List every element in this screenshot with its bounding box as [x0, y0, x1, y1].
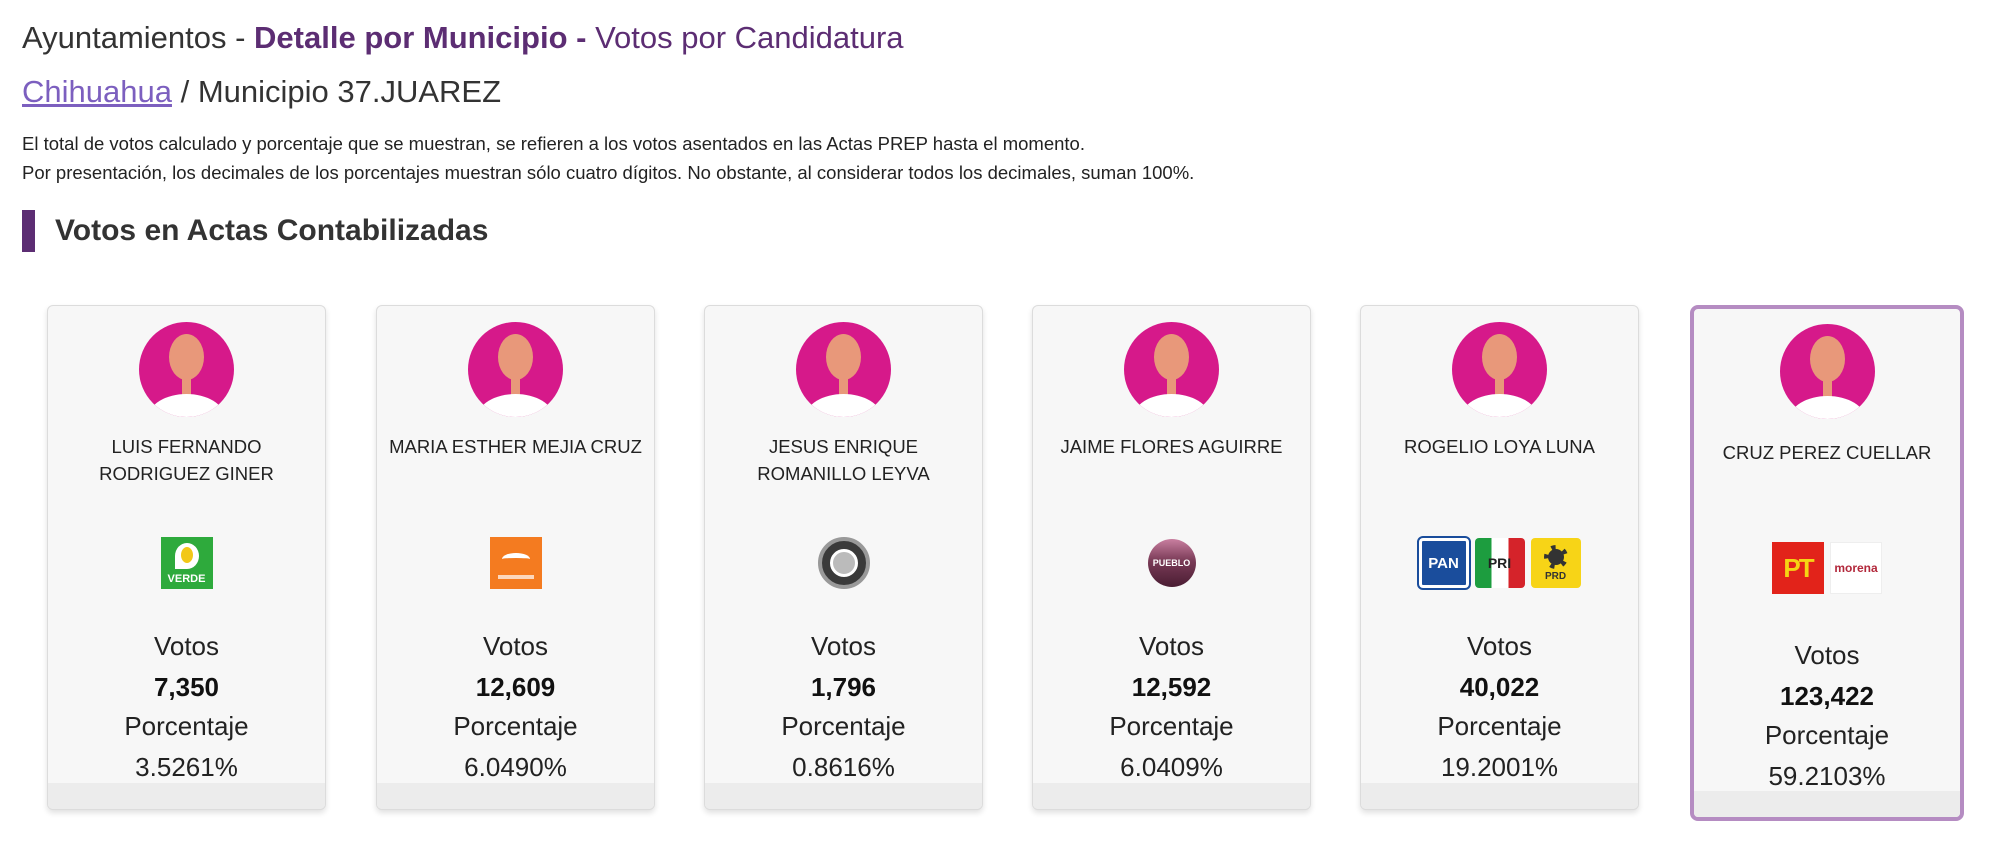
section-header: Votos en Actas Contabilizadas	[22, 210, 488, 252]
votes-label: Votos	[1466, 631, 1533, 661]
candidate-avatar-icon	[468, 322, 563, 417]
verde-party-logo-icon: VERDE	[160, 537, 213, 589]
candidate-name: CRUZ PEREZ CUELLAR	[1722, 442, 1932, 463]
candidate-avatar-icon	[1779, 324, 1875, 419]
party-logos: PT morena	[1694, 541, 1960, 595]
percentage-label: Porcentaje	[1109, 711, 1234, 741]
card-footer	[377, 783, 654, 809]
breadcrumb-municipality: Municipio 37.JUAREZ	[197, 74, 502, 109]
votes-label: Votos	[482, 631, 549, 661]
percentage-label: Porcentaje	[124, 711, 249, 741]
candidate-card: ROGELIO LOYA LUNA PAN PRI PRD Votos 40,0…	[1360, 305, 1639, 810]
candidate-avatar-icon	[1124, 322, 1219, 417]
card-footer	[48, 783, 325, 809]
notes: El total de votos calculado y porcentaje…	[22, 129, 1194, 187]
party-logos	[705, 536, 982, 590]
candidate-name: JESUS ENRIQUE ROMANILLO LEYVA	[757, 436, 930, 484]
pt-party-logo-icon: PT	[1772, 542, 1824, 594]
section-accent-bar	[22, 210, 35, 252]
party-logos	[377, 536, 654, 590]
party-logos: PAN PRI PRD	[1361, 536, 1638, 590]
card-footer	[1361, 783, 1638, 809]
votes-value: 7,350	[153, 672, 220, 702]
votes-value: 12,592	[1131, 672, 1212, 702]
candidate-card: LUIS FERNANDO RODRIGUEZ GINER VERDE Voto…	[47, 305, 326, 810]
votes-label: Votos	[153, 631, 220, 661]
candidate-card: MARIA ESTHER MEJIA CRUZ Votos 12,609 Por…	[376, 305, 655, 810]
card-footer	[1033, 783, 1310, 809]
title-suffix: Votos por Candidatura	[586, 20, 904, 55]
pueblo-party-logo-icon: PUEBLO	[1147, 539, 1196, 587]
note-total: El total de votos calculado y porcentaje…	[22, 133, 1085, 154]
percentage-value: 3.5261%	[135, 752, 238, 782]
candidate-name: ROGELIO LOYA LUNA	[1404, 436, 1595, 457]
candidate-card: JESUS ENRIQUE ROMANILLO LEYVA Votos 1,79…	[704, 305, 983, 810]
percentage-label: Porcentaje	[1437, 711, 1562, 741]
party-logos: VERDE	[48, 536, 325, 590]
candidate-avatar-icon	[139, 322, 234, 417]
percentage-value: 6.0490%	[464, 752, 567, 782]
candidate-avatar-icon	[796, 322, 891, 417]
percentage-value: 19.2001%	[1440, 752, 1559, 782]
movimiento-ciudadano-logo-icon	[489, 537, 542, 589]
candidate-name: LUIS FERNANDO RODRIGUEZ GINER	[99, 436, 274, 484]
morena-party-logo-icon: morena	[1830, 542, 1882, 594]
candidate-card: JAIME FLORES AGUIRRE PUEBLO Votos 12,592…	[1032, 305, 1311, 810]
percentage-value: 6.0409%	[1120, 752, 1223, 782]
percentage-label: Porcentaje	[1764, 720, 1890, 750]
prd-party-logo-icon: PRD	[1530, 538, 1581, 588]
votes-value: 1,796	[810, 672, 877, 702]
percentage-label: Porcentaje	[453, 711, 578, 741]
party-logos: PUEBLO	[1033, 536, 1310, 590]
breadcrumb-state-link[interactable]: Chihuahua	[22, 74, 172, 109]
page-title: Ayuntamientos - Detalle por Municipio - …	[22, 20, 904, 56]
breadcrumb: Chihuahua / Municipio 37.JUAREZ	[22, 74, 501, 110]
note-decimals: Por presentación, los decimales de los p…	[22, 162, 1195, 183]
card-footer	[705, 783, 982, 809]
candidate-avatar-icon	[1452, 322, 1547, 417]
votes-label: Votos	[1138, 631, 1205, 661]
title-bold: Detalle por Municipio -	[254, 20, 587, 55]
percentage-value: 59.2103%	[1768, 761, 1886, 791]
candidate-name: JAIME FLORES AGUIRRE	[1060, 436, 1283, 457]
votes-value: 12,609	[475, 672, 556, 702]
candidate-card-winner: CRUZ PEREZ CUELLAR PT morena Votos 123,4…	[1690, 305, 1964, 821]
breadcrumb-separator: /	[171, 74, 198, 109]
pan-party-logo-icon: PAN	[1416, 536, 1471, 590]
title-prefix: Ayuntamientos -	[22, 20, 255, 55]
pes-party-logo-icon	[817, 537, 870, 589]
votes-label: Votos	[810, 631, 877, 661]
pri-party-logo-icon: PRI	[1474, 538, 1525, 588]
votes-value: 123,422	[1780, 681, 1874, 711]
percentage-value: 0.8616%	[792, 752, 895, 782]
card-footer	[1694, 791, 1960, 817]
candidate-name: MARIA ESTHER MEJIA CRUZ	[389, 436, 642, 457]
percentage-label: Porcentaje	[781, 711, 906, 741]
section-title: Votos en Actas Contabilizadas	[55, 214, 489, 247]
votes-label: Votos	[1794, 640, 1860, 670]
votes-value: 40,022	[1459, 672, 1540, 702]
